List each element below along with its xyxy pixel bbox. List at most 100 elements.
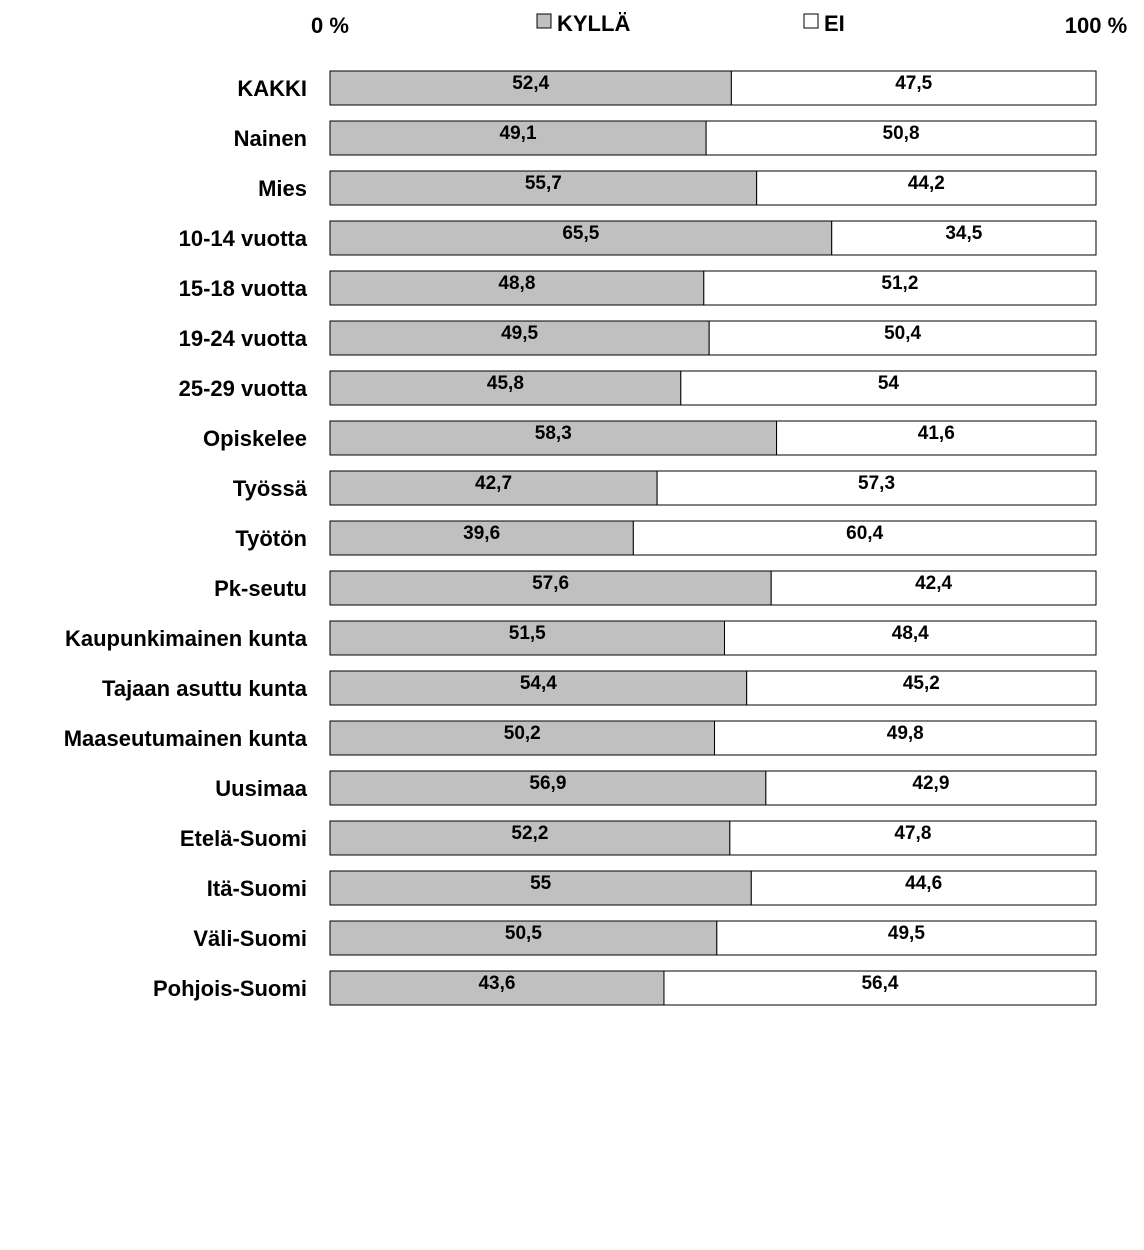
value-label-ei: 44,6	[905, 873, 942, 894]
bar-row-kakki: KAKKI 52,4 47,5	[237, 70, 1097, 106]
bar-row-mies: Mies 55,7 44,2	[258, 170, 1097, 206]
bar-segment-ei	[729, 820, 1097, 856]
bar-row-10-14-vuotta: 10-14 vuotta 65,5 34,5	[179, 220, 1097, 256]
bar-segment-kylla	[329, 520, 634, 556]
value-label-kylla: 42,7	[475, 473, 512, 494]
legend: KYLLÄ EI	[536, 11, 845, 36]
bar-segment-ei	[723, 620, 1097, 656]
bar-row-väli-suomi: Väli-Suomi 50,5 49,5	[193, 920, 1097, 956]
bar-segment-ei	[831, 220, 1097, 256]
value-label-kylla: 49,5	[501, 323, 538, 344]
bar-segment-kylla	[329, 970, 665, 1006]
value-label-ei: 57,3	[858, 473, 895, 494]
value-label-ei: 60,4	[846, 523, 883, 544]
category-label: 10-14 vuotta	[179, 226, 308, 251]
bar-segment-ei	[776, 420, 1097, 456]
bar-segment-kylla	[329, 120, 707, 156]
bar-segment-ei	[750, 870, 1097, 906]
bar-segment-kylla	[329, 920, 718, 956]
value-label-ei: 56,4	[861, 973, 898, 994]
value-label-kylla: 54,4	[520, 673, 557, 694]
value-label-ei: 42,9	[912, 773, 949, 794]
bar-row-uusimaa: Uusimaa 56,9 42,9	[215, 770, 1097, 806]
legend-swatch-kyllä	[536, 13, 552, 29]
bar-segment-kylla	[329, 220, 833, 256]
bar-segment-ei	[716, 920, 1097, 956]
value-label-kylla: 43,6	[478, 973, 515, 994]
value-label-ei: 51,2	[881, 273, 918, 294]
bar-row-kaupunkimainen-kunta: Kaupunkimainen kunta 51,5 48,4	[65, 620, 1097, 656]
value-label-ei: 41,6	[918, 423, 955, 444]
bar-segment-ei	[632, 520, 1097, 556]
bar-segment-ei	[765, 770, 1097, 806]
category-label: Väli-Suomi	[193, 926, 307, 951]
legend-label-kyllä: KYLLÄ	[557, 11, 630, 36]
bar-row-maaseutumainen-kunta: Maaseutumainen kunta 50,2 49,8	[64, 720, 1097, 756]
bar-segment-ei	[714, 720, 1097, 756]
bar-row-etelä-suomi: Etelä-Suomi 52,2 47,8	[180, 820, 1097, 856]
value-label-kylla: 58,3	[535, 423, 572, 444]
value-label-ei: 48,4	[892, 623, 929, 644]
category-label: Etelä-Suomi	[180, 826, 307, 851]
value-label-kylla: 57,6	[532, 573, 569, 594]
value-label-kylla: 55,7	[525, 173, 562, 194]
value-label-kylla: 65,5	[562, 223, 599, 244]
bar-row-opiskelee: Opiskelee 58,3 41,6	[203, 420, 1097, 456]
category-label: Työtön	[235, 526, 307, 551]
category-label: KAKKI	[237, 76, 307, 101]
value-label-kylla: 55	[530, 873, 552, 894]
value-label-ei: 47,5	[895, 73, 932, 94]
bar-row-työssä: Työssä 42,7 57,3	[233, 470, 1097, 506]
axis-min-label: 0 %	[311, 13, 349, 38]
bar-segment-ei	[656, 470, 1097, 506]
bar-segment-kylla	[329, 170, 758, 206]
value-label-ei: 42,4	[915, 573, 952, 594]
value-label-ei: 49,5	[888, 923, 925, 944]
bar-row-työtön: Työtön 39,6 60,4	[235, 520, 1097, 556]
category-label: 19-24 vuotta	[179, 326, 308, 351]
category-label: Itä-Suomi	[207, 876, 307, 901]
bar-row-itä-suomi: Itä-Suomi 55 44,6	[207, 870, 1097, 906]
value-label-ei: 45,2	[903, 673, 940, 694]
value-label-kylla: 56,9	[529, 773, 566, 794]
category-label: Pk-seutu	[214, 576, 307, 601]
value-label-kylla: 49,1	[500, 123, 537, 144]
category-label: Opiskelee	[203, 426, 307, 451]
bar-segment-kylla	[329, 70, 732, 106]
bar-segment-ei	[756, 170, 1097, 206]
bar-segment-ei	[730, 70, 1097, 106]
bar-segment-kylla	[329, 370, 682, 406]
bar-segment-kylla	[329, 770, 767, 806]
value-label-kylla: 48,8	[498, 273, 535, 294]
category-label: Tajaan asuttu kunta	[102, 676, 308, 701]
category-label: Maaseutumainen kunta	[64, 726, 308, 751]
bar-segment-kylla	[329, 720, 716, 756]
bar-segment-ei	[770, 570, 1097, 606]
value-label-ei: 44,2	[908, 173, 945, 194]
category-label: Mies	[258, 176, 307, 201]
value-label-kylla: 45,8	[487, 373, 524, 394]
value-label-kylla: 51,5	[509, 623, 546, 644]
bar-row-nainen: Nainen 49,1 50,8	[234, 120, 1097, 156]
category-label: Kaupunkimainen kunta	[65, 626, 308, 651]
bar-segment-ei	[663, 970, 1097, 1006]
chart-header: 0 % 100 % KYLLÄ EI	[311, 11, 1127, 38]
category-label: Nainen	[234, 126, 307, 151]
value-label-kylla: 52,2	[511, 823, 548, 844]
bar-row-pohjois-suomi: Pohjois-Suomi 43,6 56,4	[153, 970, 1097, 1006]
value-label-kylla: 39,6	[463, 523, 500, 544]
bar-rows: KAKKI 52,4 47,5 Nainen 49,1 50,8 Mies 55,7 44,2 1…	[64, 70, 1097, 1006]
category-label: Uusimaa	[215, 776, 307, 801]
bar-segment-ei	[708, 320, 1097, 356]
value-label-ei: 47,8	[894, 823, 931, 844]
value-label-kylla: 50,5	[505, 923, 542, 944]
value-label-ei: 49,8	[887, 723, 924, 744]
value-label-ei: 50,8	[883, 123, 920, 144]
axis-max-label: 100 %	[1065, 13, 1127, 38]
bar-segment-ei	[703, 270, 1097, 306]
value-label-kylla: 50,2	[504, 723, 541, 744]
bar-row-15-18-vuotta: 15-18 vuotta 48,8 51,2	[179, 270, 1097, 306]
category-label: 25-29 vuotta	[179, 376, 308, 401]
bar-row-19-24-vuotta: 19-24 vuotta 49,5 50,4	[179, 320, 1097, 356]
